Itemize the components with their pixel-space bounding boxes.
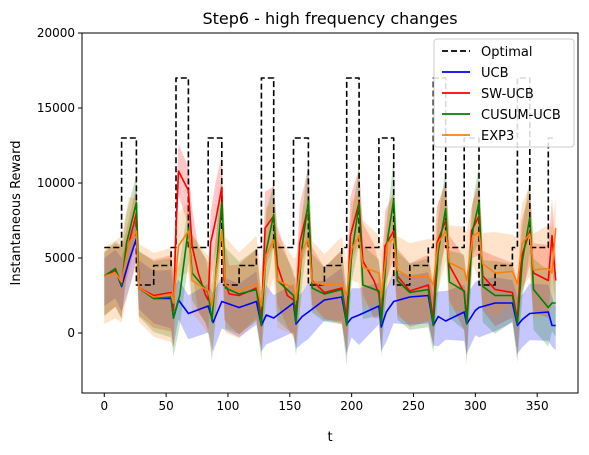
legend-label-ucb: UCB <box>481 66 509 81</box>
legend-label-optimal: Optimal <box>481 45 532 60</box>
x-tick-label: 150 <box>278 399 301 413</box>
x-tick-label: 250 <box>402 399 425 413</box>
cusum-ucb-band <box>104 159 556 366</box>
legend-box <box>433 38 575 148</box>
plot-area <box>103 77 557 366</box>
legend-label-exp3: EXP3 <box>481 129 514 144</box>
x-tick-label: 50 <box>158 399 173 413</box>
chart-title: Step6 - high frequency changes <box>202 9 457 28</box>
legend-label-sw-ucb: SW-UCB <box>481 87 534 102</box>
sw-ucb-band <box>104 144 556 359</box>
x-axis-ticks: 0 50 100 150 200 250 300 350 <box>100 393 549 413</box>
y-tick-label: 10000 <box>37 176 75 190</box>
legend-label-cusum-ucb: CUSUM-UCB <box>481 108 561 123</box>
x-axis-label: t <box>327 430 332 445</box>
y-tick-label: 5000 <box>44 251 75 265</box>
y-tick-label: 15000 <box>37 101 75 115</box>
y-tick-label: 0 <box>67 326 75 340</box>
y-axis-label: Instantaneous Reward <box>9 141 24 286</box>
legend: Optimal UCB SW-UCB CUSUM-UCB EXP3 <box>433 38 575 148</box>
plot-frame <box>81 32 579 394</box>
series-lines <box>103 77 557 328</box>
optimal-line <box>104 77 556 286</box>
x-tick-label: 350 <box>526 399 549 413</box>
x-tick-label: 100 <box>217 399 240 413</box>
exp3-line <box>104 227 557 307</box>
x-tick-label: 0 <box>100 399 108 413</box>
x-tick-label: 300 <box>464 399 487 413</box>
y-tick-label: 20000 <box>37 26 75 40</box>
x-tick-label: 200 <box>340 399 363 413</box>
y-axis-ticks: 0 5000 10000 15000 20000 <box>37 26 82 340</box>
